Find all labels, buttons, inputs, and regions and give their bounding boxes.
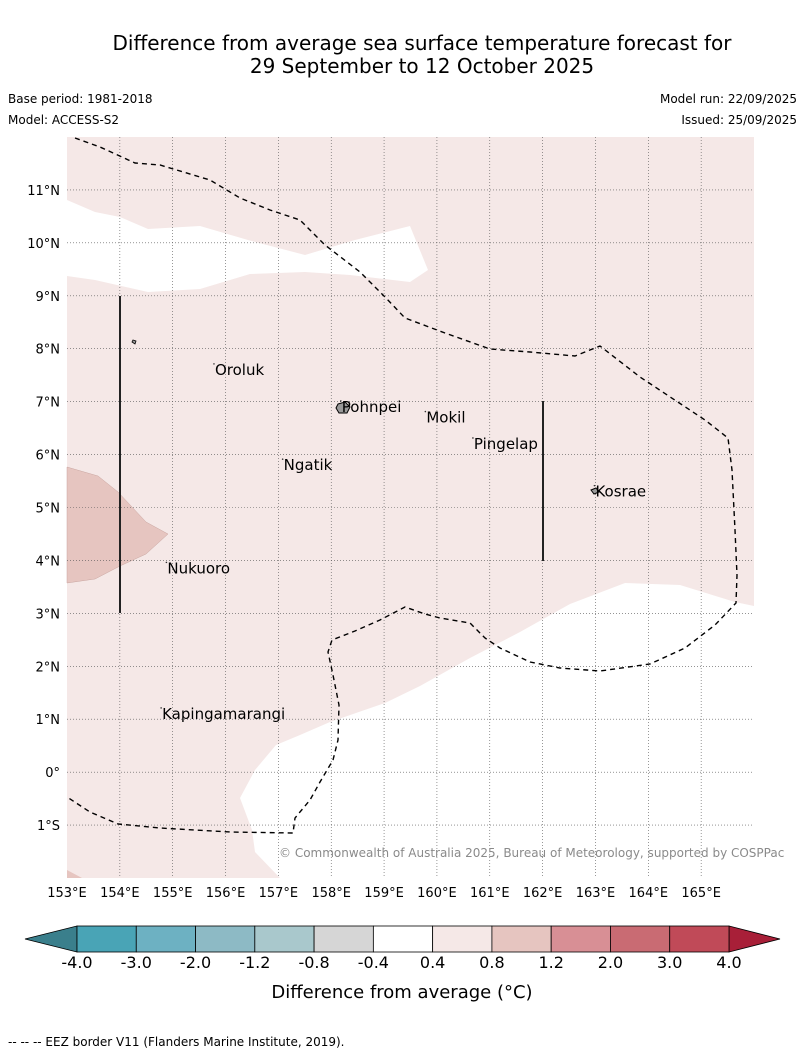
- place-marker: [593, 484, 596, 487]
- colorbar-tick-label: -3.0: [121, 953, 152, 972]
- warm-anomaly-region-southwest: [67, 870, 82, 878]
- kosrae-island: [590, 487, 600, 495]
- place-label: Pingelap: [474, 435, 538, 453]
- colorbar-tick-label: -0.4: [358, 953, 389, 972]
- colorbar-tick-label: 2.0: [598, 953, 623, 972]
- lon-tick-label: 162°E: [523, 886, 563, 901]
- colorbar-tick-label: -2.0: [180, 953, 211, 972]
- lat-tick-label: 0°: [45, 766, 60, 781]
- place-label: Nukuoro: [167, 559, 230, 577]
- colorbar-bin: [491, 925, 552, 953]
- colorbar-tick-label: 1.2: [538, 953, 563, 972]
- colorbar-tick-label: -4.0: [61, 953, 92, 972]
- lon-tick-label: 158°E: [311, 886, 351, 901]
- lat-tick-label: 4°N: [36, 554, 61, 569]
- base-period: Base period: 1981-2018: [8, 92, 153, 106]
- axis-labels: 153°E 154°E 155°E 156°E 157°E 158°E 159°E 160°E…: [27, 184, 721, 901]
- lat-tick-label: 3°N: [36, 607, 61, 622]
- title-line-2: 29 September to 12 October 2025: [249, 54, 595, 78]
- colorbar-bin: [432, 925, 493, 953]
- lon-tick-label: 154°E: [100, 886, 140, 901]
- colorbar-under-arrow: [24, 925, 78, 953]
- near-average-region-north: [67, 200, 428, 292]
- colorbar: -4.0 -3.0 -2.0 -1.2 -0.8 -0.4 0.4 0.8 1.2 2.0 3.0 4…: [24, 925, 781, 972]
- colorbar-bin: [313, 925, 374, 953]
- small-islet: [131, 339, 137, 345]
- lon-tick-label: 157°E: [259, 886, 299, 901]
- lon-tick-label: 161°E: [470, 886, 510, 901]
- model-name: Model: ACCESS-S2: [8, 113, 120, 127]
- copyright-text: © Commonwealth of Australia 2025, Bureau…: [279, 846, 784, 860]
- colorbar-bin: [195, 925, 256, 953]
- colorbar-tick-label: -1.2: [239, 953, 270, 972]
- lat-tick-label: 2°N: [36, 660, 61, 675]
- map-panel: 153°E 154°E 155°E 156°E 157°E 158°E 159°E 160°E…: [27, 137, 784, 901]
- colorbar-tick-label: -0.8: [298, 953, 329, 972]
- place-marker: [160, 707, 162, 709]
- lon-tick-label: 156°E: [206, 886, 246, 901]
- place-marker: [472, 437, 474, 439]
- colorbar-bin: [135, 925, 196, 953]
- lat-tick-label: 11°N: [27, 184, 60, 199]
- place-label: Kapingamarangi: [162, 705, 285, 723]
- colorbar-label: Difference from average (°C): [271, 982, 532, 1003]
- title-line-1: Difference from average sea surface temp…: [112, 31, 732, 55]
- sst-map: 153°E 154°E 155°E 156°E 157°E 158°E 159°E 160°E…: [24, 137, 784, 1003]
- graticule: [67, 137, 754, 878]
- pohnpei-island: [335, 401, 351, 414]
- eez-footnote: -- -- -- EEZ border V11 (Flanders Marine…: [8, 1035, 345, 1049]
- place-label: Pohnpei: [342, 398, 402, 416]
- colorbar-bin: [372, 925, 434, 953]
- lon-tick-label: 159°E: [364, 886, 404, 901]
- lat-tick-label: 10°N: [27, 237, 60, 252]
- lat-tick-label: 1°N: [36, 713, 61, 728]
- place-label: Ngatik: [284, 456, 333, 474]
- warm-anomaly-region-west: [66, 466, 169, 584]
- place-marker: [213, 363, 215, 365]
- model-run: Model run: 22/09/2025: [659, 92, 797, 106]
- colorbar-bin: [254, 925, 315, 953]
- lat-tick-label: 6°N: [36, 449, 61, 464]
- lon-tick-label: 165°E: [681, 886, 721, 901]
- lon-tick-label: 160°E: [417, 886, 457, 901]
- lat-tick-label: 9°N: [36, 290, 61, 305]
- place-marker: [424, 410, 427, 413]
- place-label: Oroluk: [215, 361, 264, 379]
- colorbar-tick-label: 4.0: [716, 953, 741, 972]
- place-label: Kosrae: [595, 483, 646, 501]
- lon-tick-label: 153°E: [47, 886, 87, 901]
- lon-tick-label: 155°E: [153, 886, 193, 901]
- near-average-region-south: [240, 583, 754, 878]
- place-label: Mokil: [426, 409, 465, 427]
- eez-border-north: [66, 137, 738, 834]
- colorbar-tick-label: 3.0: [657, 953, 682, 972]
- colorbar-bin: [76, 925, 137, 953]
- colorbar-tick-label: 0.4: [420, 953, 445, 972]
- place-marker: [165, 561, 168, 564]
- lon-tick-label: 163°E: [576, 886, 616, 901]
- issued-date: Issued: 25/09/2025: [681, 113, 797, 127]
- lat-tick-label: 8°N: [36, 343, 61, 358]
- colorbar-tick-label: 0.8: [479, 953, 504, 972]
- lat-tick-label: 1°S: [37, 819, 60, 834]
- place-marker: [281, 458, 284, 460]
- map-title: Difference from average sea surface temp…: [40, 32, 804, 78]
- colorbar-bin: [610, 925, 671, 953]
- colorbar-bin: [669, 925, 730, 953]
- lon-tick-label: 164°E: [629, 886, 669, 901]
- place-labels: Oroluk Pohnpei Mokil Pingelap Ngatik Kosrae Nu…: [160, 361, 646, 723]
- colorbar-bin: [550, 925, 611, 953]
- lat-tick-label: 7°N: [36, 396, 61, 411]
- lat-tick-label: 5°N: [36, 502, 61, 517]
- colorbar-over-arrow: [728, 925, 781, 953]
- place-marker: [340, 400, 342, 402]
